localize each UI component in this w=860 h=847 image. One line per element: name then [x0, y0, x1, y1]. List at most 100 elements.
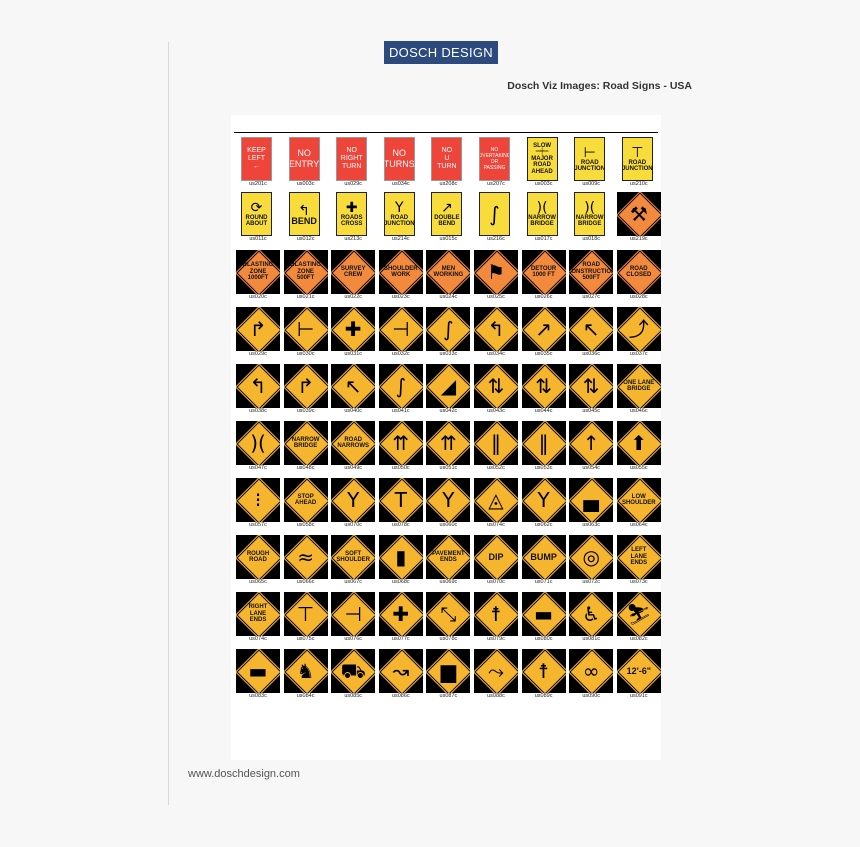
sign-code-label: us042c: [439, 408, 458, 414]
sign-thumbnail: SLOW ═╪═ MAJOR ROAD AHEAD us003c: [520, 135, 568, 192]
sign-code-label: us043c: [487, 408, 505, 414]
sign-symbol-icon: ⇈: [392, 431, 410, 455]
road-sign-image: ∫: [378, 364, 423, 408]
sign-symbol-icon: T: [394, 488, 407, 512]
sign-code-label: us009c: [582, 181, 601, 187]
sign-code-label: us035c: [534, 351, 553, 357]
road-sign-image: ◎: [569, 535, 614, 579]
sign-symbol-icon: ⇈: [440, 431, 457, 455]
sign-symbol-icon: ◢: [440, 374, 457, 398]
sign-thumbnail: NO OVERTAKING OR PASSING us207c: [472, 135, 520, 192]
sign-thumbnail: )(NARROW BRIDGE us018c: [567, 190, 615, 247]
road-sign-image: BLASTING ZONE 1000FT: [236, 250, 280, 294]
sign-thumbnail: ✚ us031c: [329, 305, 377, 362]
sign-code-label: us090c: [582, 693, 601, 699]
road-sign-image: ↖: [569, 307, 614, 351]
sign-thumbnail: ⊤ us075c: [282, 590, 330, 647]
sign-code-label: us025c: [487, 294, 505, 300]
sign-code-label: us041c: [391, 408, 410, 414]
sign-thumbnail: ↱ us039c: [282, 362, 330, 419]
sign-symbol-icon: ‖: [491, 431, 501, 455]
sign-thumbnail: PAVEMENT ENDS us069c: [424, 533, 472, 590]
sign-text: ROAD NARROWS: [337, 436, 370, 450]
sign-thumbnail: RIGHT LANE ENDS us074c: [234, 590, 282, 647]
sign-code-label: us024c: [439, 294, 458, 300]
sign-code-label: us082c: [629, 636, 648, 642]
sign-code-label: us214c: [391, 236, 410, 242]
sign-thumbnail: NARROW BRIDGE us048c: [282, 419, 330, 476]
sign-symbol-icon: ⊤: [631, 144, 644, 161]
sign-text: BUMP: [530, 551, 557, 562]
sign-symbol-icon: ✚: [344, 317, 362, 341]
sign-code-label: us033c: [439, 351, 458, 357]
sign-code-label: us031c: [344, 351, 363, 357]
sign-thumbnail: ☨ us089c: [520, 647, 568, 704]
sign-thumbnail: ⤡ us078c: [424, 590, 472, 647]
sign-code-label: us078c: [391, 522, 410, 528]
sign-thumbnail: MEN WORKING us024c: [424, 248, 472, 305]
sign-thumbnail: ⚒ us219c: [615, 190, 663, 247]
sign-code-label: us003c: [296, 181, 315, 187]
footer-url: www.doschdesign.com: [188, 768, 300, 780]
road-sign-image: DETOUR 1000 FT: [521, 250, 566, 294]
sign-symbol-icon: ☨: [538, 659, 550, 683]
sign-symbol-icon: )(: [250, 431, 266, 455]
road-sign-image: 12'-6": [616, 649, 661, 693]
sign-thumbnail: ROAD CLOSED us028c: [615, 248, 663, 305]
sign-code-label: us040c: [344, 408, 363, 414]
logo-text: DOSCH DESIGN: [388, 45, 493, 60]
sign-code-label: us011c: [249, 236, 267, 242]
sign-symbol-icon: ∞: [582, 659, 600, 683]
sign-symbol-icon: ≈: [297, 545, 314, 569]
sign-symbol-icon: ✚: [392, 602, 410, 626]
road-sign-image: ⚒: [616, 192, 661, 236]
sign-code-label: us070c: [344, 522, 363, 528]
sign-symbol-icon: ⇅: [535, 374, 552, 398]
sign-thumbnail: ⁝ us057c: [234, 476, 282, 533]
road-sign-image: ⊢: [283, 307, 328, 351]
sign-symbol-icon: ▮: [395, 545, 407, 569]
sign-code-label: us068c: [391, 579, 410, 585]
sign-code-label: us027c: [582, 294, 601, 300]
sign-symbol-icon: ☨: [490, 602, 502, 626]
sign-code-label: us045c: [582, 408, 601, 414]
sign-symbol-icon: ✚: [345, 199, 358, 216]
sign-thumbnail: LEFT LANE ENDS us073c: [615, 533, 663, 590]
sign-text: ROAD CLOSED: [626, 265, 652, 279]
road-sign-image: )(NARROW BRIDGE: [574, 192, 606, 236]
sign-code-label: us076c: [344, 636, 363, 642]
road-sign-image: Y ROAD JUNCTION: [383, 192, 415, 236]
sign-text: SHOULDER WORK: [383, 265, 418, 279]
sign-symbol-icon: Y: [395, 199, 404, 216]
sign-code-label: us048c: [296, 465, 315, 471]
road-sign-image: ✚: [378, 592, 423, 636]
page-title: Dosch Viz Images: Road Signs - USA: [507, 80, 692, 92]
road-sign-image: PAVEMENT ENDS: [426, 535, 471, 579]
sign-symbol-icon: ♞: [296, 659, 315, 683]
sign-code-label: us055c: [629, 465, 648, 471]
sign-code-label: us017c: [534, 236, 553, 242]
sign-code-label: us071c: [534, 579, 553, 585]
sign-text: DIP: [488, 551, 504, 562]
sign-text: LEFT LANE ENDS: [630, 547, 648, 567]
road-sign-image: ↗: [521, 307, 566, 351]
sign-code-label: us047c: [249, 465, 267, 471]
sign-thumbnail: ↗ us035c: [520, 305, 568, 362]
sign-thumbnail: ↗ DOUBLE BEND us015c: [424, 190, 472, 247]
sign-code-label: us083c: [249, 693, 267, 699]
sign-symbol-icon: ∫: [489, 202, 500, 226]
sign-thumbnail: ▬ us080c: [520, 590, 568, 647]
sign-symbol-icon: )(: [536, 199, 548, 216]
sign-code-label: us053c: [534, 465, 553, 471]
sign-code-label: us087c: [439, 693, 458, 699]
sign-thumbnail: ▬ us083c: [234, 647, 282, 704]
sign-text: NARROW BRIDGE: [528, 214, 556, 228]
sign-thumbnail: ⊢ ROAD JUNCTION us009c: [567, 135, 615, 192]
road-sign-image: ♿: [569, 592, 614, 636]
sign-thumbnail: ⊣ us076c: [329, 590, 377, 647]
sign-symbol-icon: ▆: [440, 659, 457, 683]
sign-code-label: us036c: [582, 351, 601, 357]
road-sign-image: ⇅: [474, 364, 518, 408]
sign-thumbnail: ↰ BEND us012c: [282, 190, 330, 247]
